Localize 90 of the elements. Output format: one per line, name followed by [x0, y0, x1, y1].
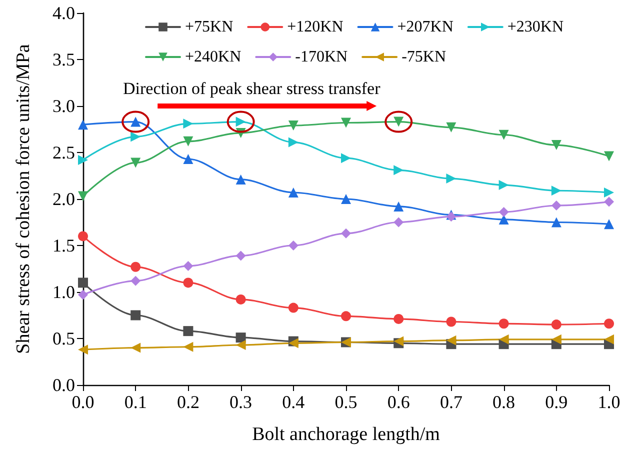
point: [130, 310, 141, 320]
point: [341, 118, 351, 128]
point: [604, 334, 614, 344]
x-tick-label: 0.0: [72, 392, 94, 412]
point: [78, 191, 88, 202]
point: [394, 165, 404, 176]
point: [288, 302, 298, 313]
point: [446, 174, 456, 184]
x-tick-label: 0.4: [282, 392, 305, 412]
point: [498, 130, 509, 140]
x-tick-label: 0.5: [334, 392, 358, 412]
x-tick-label: 0.7: [440, 392, 462, 412]
point: [236, 174, 246, 184]
point: [183, 118, 194, 129]
point: [341, 153, 351, 164]
point: [341, 228, 351, 238]
annotation: Direction of peak shear stress transfer: [123, 79, 381, 98]
y-tick-label: 4.0: [52, 3, 75, 23]
y-tick-label: 2.5: [52, 142, 75, 162]
point: [498, 318, 509, 329]
x-tick-label: 1.0: [598, 392, 620, 412]
point: [288, 137, 298, 148]
point: [236, 332, 246, 343]
legend-label: +75KN: [185, 18, 234, 36]
legend-label: +230KN: [507, 18, 564, 36]
legend-label: +120KN: [287, 18, 344, 36]
y-tick-label: 3.5: [52, 50, 75, 70]
point: [236, 340, 246, 350]
y-tick-label: 1.0: [52, 282, 75, 302]
x-tick-label: 0.6: [387, 392, 410, 412]
point: [78, 231, 88, 242]
point: [446, 335, 456, 346]
y-tick-label: 0.5: [52, 328, 75, 348]
x-tick-label: 0.9: [545, 392, 568, 412]
point: [288, 240, 298, 250]
point: [394, 217, 404, 228]
point: [78, 344, 88, 355]
point: [551, 320, 562, 330]
point: [551, 200, 562, 211]
point: [130, 132, 141, 142]
y-tick-label: 3.0: [52, 96, 75, 116]
point: [78, 120, 88, 130]
point: [130, 276, 141, 286]
point: [446, 316, 456, 327]
point: [183, 260, 194, 271]
point: [236, 294, 246, 304]
point: [341, 311, 351, 322]
legend-label: +240KN: [185, 48, 242, 66]
point: [130, 158, 141, 168]
x-tick-label: 0.3: [230, 392, 252, 412]
point: [183, 342, 194, 352]
y-axis-title: Shear stress of cohesion force units/MPa: [13, 44, 34, 354]
x-axis-title: Bolt anchorage length/m: [252, 424, 440, 445]
point: [183, 136, 194, 146]
point: [130, 262, 141, 272]
point: [78, 154, 88, 165]
point: [498, 207, 509, 218]
point: [551, 217, 562, 228]
x-tick-label: 0.2: [176, 392, 200, 412]
point: [551, 334, 562, 344]
point: [183, 278, 194, 288]
point: [78, 290, 88, 300]
y-tick-label: 2.0: [52, 189, 75, 209]
point: [236, 250, 246, 261]
y-tick-label: 1.5: [52, 236, 75, 256]
point: [394, 201, 404, 212]
point: [604, 196, 614, 207]
x-tick-label: 0.8: [492, 392, 516, 412]
point: [604, 187, 614, 198]
point: [498, 180, 509, 190]
point: [604, 219, 614, 230]
legend-label: -75KN: [402, 48, 446, 66]
point: [288, 120, 298, 131]
point: [446, 122, 456, 132]
point: [498, 334, 509, 344]
x-tick-label: 0.1: [124, 392, 147, 412]
point: [604, 318, 614, 329]
point: [78, 278, 88, 288]
point: [288, 187, 298, 198]
legend-label: -170KN: [295, 48, 348, 66]
point: [551, 140, 562, 150]
point: [183, 154, 194, 164]
point: [394, 314, 404, 324]
point: [551, 186, 562, 196]
y-tick-label: 0.0: [52, 375, 75, 395]
point: [130, 342, 141, 353]
point: [183, 326, 194, 336]
point: [341, 194, 351, 204]
legend-label: +207KN: [397, 18, 454, 36]
point: [604, 151, 614, 162]
